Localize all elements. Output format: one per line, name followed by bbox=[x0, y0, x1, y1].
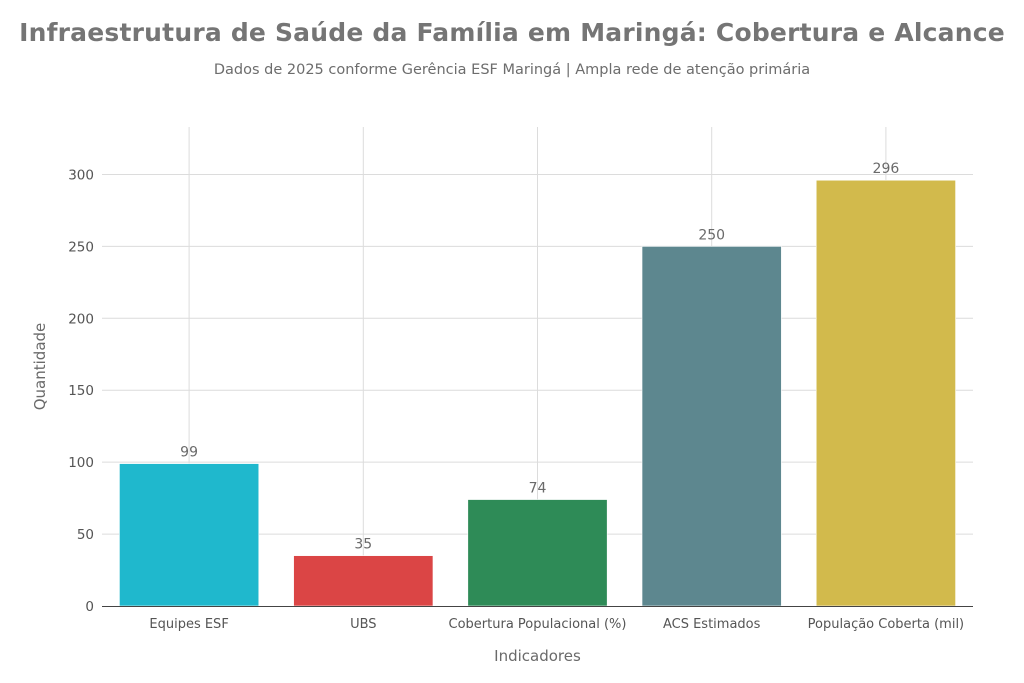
bar bbox=[293, 555, 434, 607]
bar bbox=[815, 179, 956, 607]
bar bbox=[641, 246, 782, 607]
data-label: 74 bbox=[529, 481, 547, 497]
x-tick-label: ACS Estimados bbox=[663, 617, 761, 632]
y-tick-label: 150 bbox=[68, 383, 94, 399]
y-tick-label: 0 bbox=[85, 599, 94, 615]
y-tick-label: 50 bbox=[77, 527, 94, 543]
data-label: 35 bbox=[354, 537, 372, 553]
y-tick-label: 200 bbox=[68, 311, 94, 327]
x-axis-title: Indicadores bbox=[494, 647, 581, 665]
bar bbox=[467, 499, 608, 607]
data-labels: 99 35 74 250 296 bbox=[180, 161, 899, 552]
x-tick-label: UBS bbox=[350, 617, 376, 632]
y-tick-label: 300 bbox=[68, 167, 94, 183]
x-tick-label: População Coberta (mil) bbox=[808, 617, 964, 632]
y-axis-title: Quantidade bbox=[31, 323, 49, 411]
y-axis-ticks: 0 50 100 150 200 250 300 bbox=[68, 167, 94, 615]
bar bbox=[119, 463, 260, 607]
data-label: 296 bbox=[873, 161, 900, 177]
chart-title: Infraestrutura de Saúde da Família em Ma… bbox=[19, 18, 1005, 47]
data-label: 99 bbox=[180, 445, 198, 461]
x-tick-label: Equipes ESF bbox=[149, 617, 228, 632]
bars bbox=[119, 179, 956, 607]
data-label: 250 bbox=[698, 227, 725, 243]
x-axis-ticks: Equipes ESF UBS Cobertura Populacional (%)… bbox=[149, 617, 964, 632]
x-tick-label: Cobertura Populacional (%) bbox=[449, 617, 627, 632]
chart-subtitle: Dados de 2025 conforme Gerência ESF Mari… bbox=[213, 62, 811, 78]
y-tick-label: 100 bbox=[68, 455, 94, 471]
y-tick-label: 250 bbox=[68, 239, 94, 255]
